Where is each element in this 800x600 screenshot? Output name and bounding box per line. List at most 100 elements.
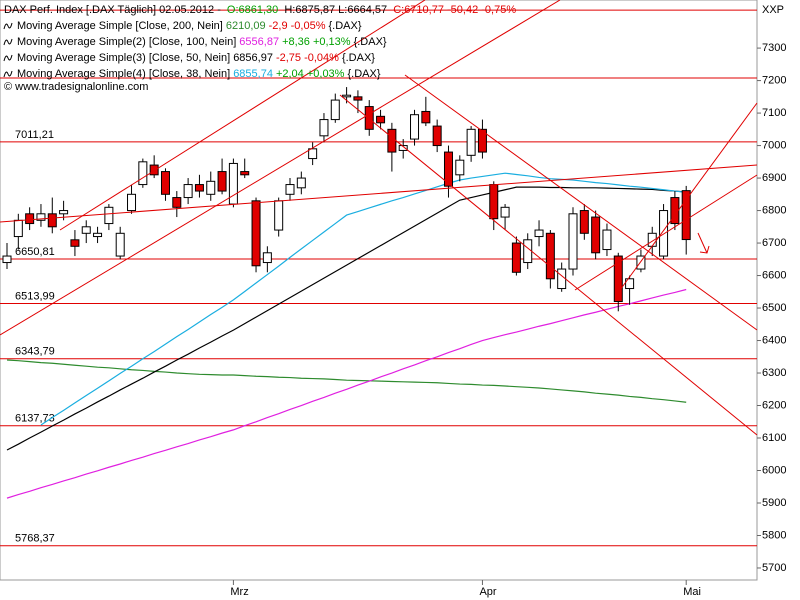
legend-change: -2,75 -0,04% xyxy=(276,52,339,64)
y-tick-label: 6000 xyxy=(762,464,786,476)
title: DAX Perf. Index [.DAX Täglich] 02.05.201… xyxy=(4,4,221,16)
legend-source: {.DAX} xyxy=(354,36,387,48)
ma-line xyxy=(6,288,687,499)
trend-line xyxy=(619,102,758,291)
ma-line xyxy=(6,359,687,403)
candle-body xyxy=(194,184,204,192)
y-tick-label: 5800 xyxy=(762,529,786,541)
y-tick-label: 6500 xyxy=(762,302,786,314)
trend-line xyxy=(59,0,426,231)
legend: DAX Perf. Index [.DAX Täglich] 02.05.201… xyxy=(4,4,516,93)
y-tick-label: 7300 xyxy=(762,42,786,54)
candle-body xyxy=(330,99,340,121)
ma-line xyxy=(6,186,687,451)
candle-body xyxy=(274,200,284,231)
legend-name: Moving Average Simple(2) [Close, 100, Ne… xyxy=(17,36,236,48)
y-tick-label: 6800 xyxy=(762,204,786,216)
candle-body xyxy=(2,255,12,264)
legend-icon xyxy=(3,70,13,78)
level-label: 7011,21 xyxy=(15,129,54,141)
y-tick-label: 7200 xyxy=(762,74,786,86)
legend-change: +2,04 +0,03% xyxy=(276,68,345,80)
y-unit: XXP xyxy=(762,4,784,16)
candle-body xyxy=(217,171,227,192)
candle-body xyxy=(285,184,295,195)
candle-body xyxy=(489,184,499,220)
legend-source: {.DAX} xyxy=(347,68,380,80)
candle-body xyxy=(81,226,91,234)
legend-change: -2,9 -0,05% xyxy=(269,20,326,32)
legend-entry: Moving Average Simple(3) [Close, 50, Nei… xyxy=(17,52,375,64)
candle-body xyxy=(36,213,46,221)
legend-last: 6556,87 xyxy=(239,36,279,48)
candle-body xyxy=(523,239,533,264)
plot-layer: 7011,21 6650,81 6513,99 6343,79 6137,73 5768,… xyxy=(0,9,757,547)
candle-body xyxy=(432,125,442,147)
trend-line xyxy=(0,164,758,223)
trend-line xyxy=(404,74,758,331)
candle-body xyxy=(511,242,521,273)
candle-body xyxy=(443,151,453,187)
y-tick-label: 6100 xyxy=(762,432,786,444)
candle-body xyxy=(636,255,646,270)
y-tick-label: 6300 xyxy=(762,367,786,379)
y-tick-label: 6400 xyxy=(762,334,786,346)
x-tick-label: Apr xyxy=(479,586,496,598)
candle-body xyxy=(545,232,555,280)
candle-body xyxy=(240,171,250,176)
candle-body xyxy=(172,197,182,208)
trend-line xyxy=(574,174,758,291)
legend-entry: Moving Average Simple [Close, 200, Nein]… xyxy=(17,20,362,32)
candle-body xyxy=(364,106,374,130)
watermark: © www.tradesignalonline.com xyxy=(4,81,148,93)
quote-open: O:6861,30 xyxy=(227,4,278,16)
candle-body xyxy=(557,268,567,290)
candle-body xyxy=(455,159,465,176)
candle-body xyxy=(602,229,612,251)
candle-body xyxy=(477,128,487,153)
candle-body xyxy=(500,206,510,218)
quote-high-low: H:6875,87 L:6664,57 xyxy=(284,4,387,16)
candle-body xyxy=(319,119,329,137)
candle-body xyxy=(70,239,80,247)
candle-body xyxy=(613,255,623,303)
candle-body xyxy=(59,210,69,215)
legend-last: 6856,97 xyxy=(233,52,273,64)
x-tick-label: Mai xyxy=(683,586,701,598)
quote-close: C:6710,77 -50,42 -0,75% xyxy=(393,4,516,16)
ma-line xyxy=(40,172,687,426)
candle-body xyxy=(342,94,352,98)
candle-body xyxy=(115,232,125,257)
y-tick-label: 6700 xyxy=(762,237,786,249)
candle-body xyxy=(228,162,238,205)
y-tick-label: 7100 xyxy=(762,107,786,119)
candle-body xyxy=(149,164,159,176)
candle-body xyxy=(183,184,193,199)
legend-change: +8,36 +0,13% xyxy=(282,36,351,48)
candle-body xyxy=(398,145,408,151)
candle-body xyxy=(160,171,170,195)
legend-icon xyxy=(3,54,13,62)
trend-lines xyxy=(0,0,758,436)
legend-icon xyxy=(3,38,13,46)
candle-body xyxy=(25,213,35,225)
y-tick-label: 6600 xyxy=(762,269,786,281)
level-label: 5768,37 xyxy=(15,533,55,545)
y-tick-label: 5700 xyxy=(762,562,786,574)
legend-last: 6210,09 xyxy=(226,20,266,32)
candle-body xyxy=(579,210,589,234)
trend-line xyxy=(339,94,758,436)
level-label: 6343,79 xyxy=(15,346,55,358)
legend-last: 6855,74 xyxy=(233,68,273,80)
candle-body xyxy=(681,190,691,241)
legend-name: Moving Average Simple [Close, 200, Nein] xyxy=(17,20,223,32)
y-tick-label: 6200 xyxy=(762,399,786,411)
plot-frame xyxy=(0,0,758,581)
candle-body xyxy=(410,114,420,140)
candle-body xyxy=(206,180,216,195)
candle-body xyxy=(421,110,431,124)
candle-body xyxy=(625,278,635,290)
candle-body xyxy=(659,210,669,257)
candle-body xyxy=(262,252,272,264)
level-label: 6137,73 xyxy=(15,413,55,425)
